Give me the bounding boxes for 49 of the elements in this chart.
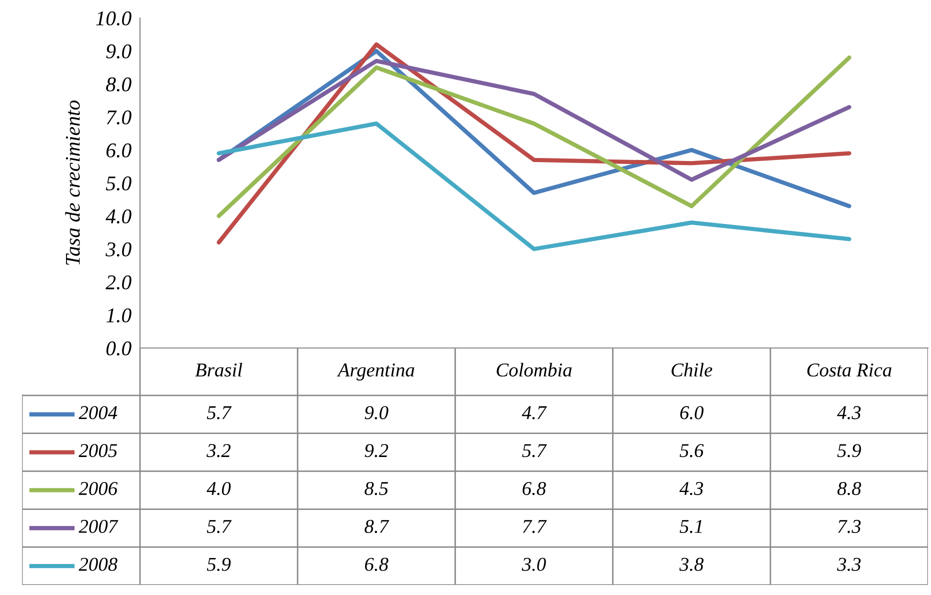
- data-label: 6.0: [680, 406, 704, 420]
- data-label: 6.8: [522, 482, 546, 496]
- data-label: 4.3: [679, 482, 704, 496]
- data-label: 3.2: [206, 444, 231, 458]
- data-label: 8.7: [364, 520, 390, 534]
- y-tick-label: 2.0: [106, 275, 132, 290]
- data-label: 5.1: [680, 520, 702, 534]
- x-tick-label: Chile: [672, 362, 712, 377]
- y-tick-label: 9.0: [106, 44, 132, 59]
- data-label: 3.3: [837, 558, 861, 571]
- x-tick-label: Colombia: [496, 362, 572, 377]
- data-label: 5.6: [680, 444, 704, 458]
- line-series: [216, 122, 852, 252]
- legend-label: 2005: [78, 444, 118, 458]
- y-axis-title: Tasa de crecimiento: [65, 100, 80, 265]
- data-label: 8.8: [837, 482, 862, 496]
- y-tick-label: 5.0: [106, 176, 132, 191]
- legend-label: 2008: [78, 558, 118, 571]
- data-label: 4.7: [522, 406, 547, 420]
- data-label: 4.3: [837, 406, 861, 420]
- y-tick-label: 1.0: [106, 308, 132, 323]
- y-tick-label: 0.0: [106, 341, 132, 356]
- legend-label: 2006: [78, 482, 118, 496]
- y-tick-label: 8.0: [106, 77, 132, 92]
- legend-label: 2007: [78, 520, 118, 533]
- y-tick-label: 10.0: [96, 11, 132, 26]
- y-tick-label: 3.0: [106, 242, 132, 257]
- data-label: 9.2: [364, 444, 388, 458]
- data-label: 3.0: [522, 558, 546, 571]
- data-label: 5.7: [522, 444, 547, 458]
- x-tick-label: Brasil: [195, 362, 242, 377]
- y-tick-label: 6.0: [106, 143, 132, 158]
- data-label: 5.7: [206, 406, 232, 420]
- data-label: 4.0: [206, 482, 231, 496]
- data-label: 7.7: [522, 520, 547, 534]
- data-label: 5.7: [206, 520, 232, 534]
- data-label: 9.0: [364, 406, 388, 420]
- data-label: 5.9: [206, 558, 231, 571]
- data-label: 3.8: [679, 558, 704, 571]
- line-series: [216, 58, 852, 182]
- x-tick-label: Costa Rica: [807, 364, 892, 377]
- data-label: 8.5: [364, 482, 388, 496]
- data-label: 6.8: [365, 558, 388, 571]
- data-label: 5.9: [837, 444, 862, 458]
- y-tick-label: 7.0: [106, 110, 132, 125]
- y-tick-label: 4.0: [106, 209, 132, 224]
- x-tick-label: Argentina: [336, 364, 414, 381]
- legend-label: 2004: [78, 406, 118, 420]
- data-label: 7.3: [838, 520, 861, 534]
